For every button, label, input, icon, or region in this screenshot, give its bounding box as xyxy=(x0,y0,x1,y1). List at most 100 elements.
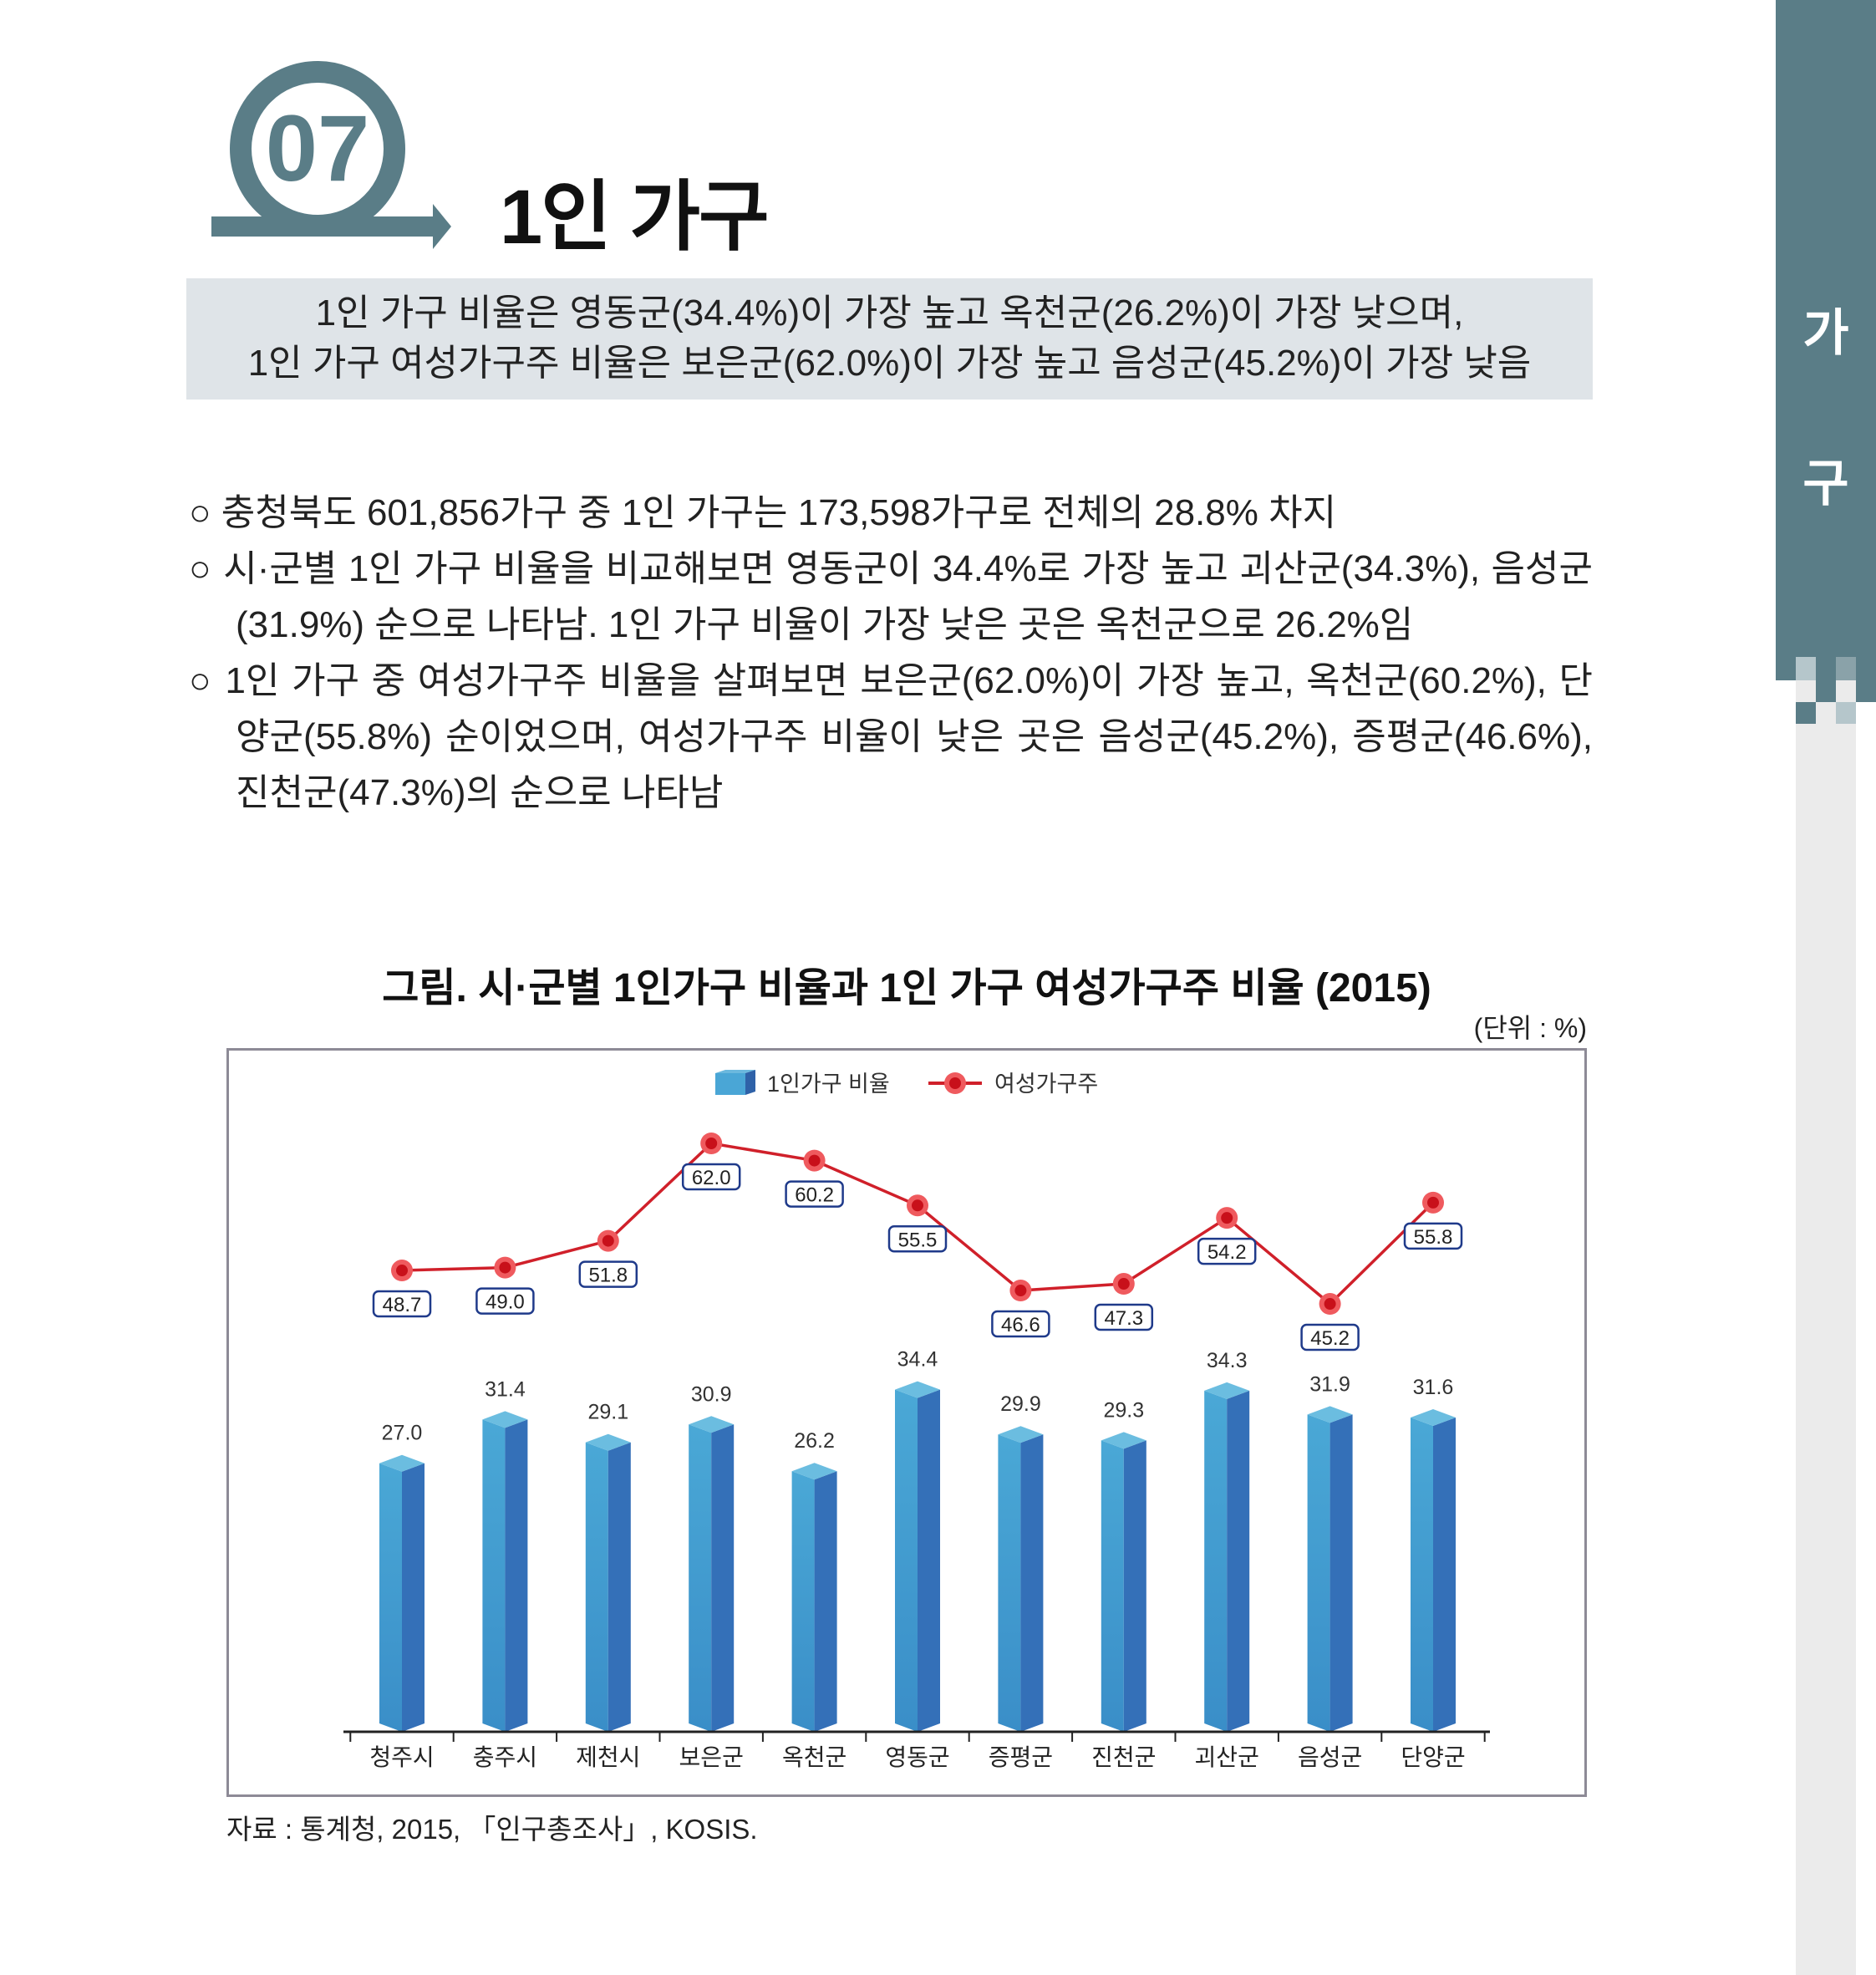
bar-side xyxy=(402,1463,425,1732)
legend-label: 1인가구 비율 xyxy=(767,1071,890,1097)
bar: 34.3 xyxy=(1204,1349,1250,1732)
line-point-core xyxy=(808,1154,821,1167)
x-tick-label: 괴산군 xyxy=(1195,1744,1259,1770)
unit-label: (단위 : %) xyxy=(1473,1013,1587,1043)
side-tab xyxy=(1776,0,1876,680)
bar-value-label: 31.6 xyxy=(1413,1376,1454,1399)
x-tick-label: 음성군 xyxy=(1298,1744,1362,1770)
x-tick-label: 영동군 xyxy=(885,1744,949,1770)
line-value-label: 46.6 xyxy=(1001,1314,1040,1336)
bar-face xyxy=(689,1424,712,1732)
bar-face xyxy=(998,1434,1021,1732)
line-point-core xyxy=(912,1199,923,1212)
bar: 31.4 xyxy=(482,1377,528,1732)
bar-face xyxy=(791,1471,815,1732)
line-point-core xyxy=(1221,1212,1233,1224)
bar-value-label: 30.9 xyxy=(691,1382,732,1406)
bar-face xyxy=(1411,1417,1433,1732)
bar: 26.2 xyxy=(791,1429,837,1732)
line-label-box xyxy=(991,1310,1050,1338)
bar-face xyxy=(585,1442,608,1732)
line-label-box xyxy=(372,1290,432,1318)
chart-frame xyxy=(226,1048,1587,1797)
line-value-label: 60.2 xyxy=(795,1184,834,1207)
bar-side xyxy=(711,1424,735,1732)
line-value-label: 51.8 xyxy=(588,1265,628,1287)
bar-face xyxy=(1204,1390,1228,1732)
bar: 27.0 xyxy=(379,1422,425,1732)
line-label-box xyxy=(1403,1222,1463,1250)
bar-top xyxy=(482,1411,528,1428)
x-tick-label: 진천군 xyxy=(1091,1744,1156,1770)
bar-top xyxy=(1411,1408,1456,1426)
line-point-core xyxy=(1324,1298,1336,1311)
bar-top xyxy=(998,1426,1044,1443)
mosaic-tile xyxy=(1856,680,1876,702)
line-point-core xyxy=(1117,1278,1130,1290)
bar-side xyxy=(1227,1390,1250,1732)
bar: 29.9 xyxy=(998,1392,1044,1732)
bar-value-label: 29.1 xyxy=(587,1401,628,1424)
line-label-box xyxy=(1197,1237,1257,1265)
bar: 34.4 xyxy=(895,1348,940,1732)
line-value-label: 48.7 xyxy=(383,1294,422,1316)
line-label-box xyxy=(887,1225,948,1253)
summary-line: 1인 가구 비율은 영동군(34.4%)이 가장 높고 옥천군(26.2%)이 … xyxy=(315,293,1464,333)
mosaic-tile xyxy=(1816,680,1836,702)
line-label-box xyxy=(681,1163,741,1191)
bar: 29.1 xyxy=(585,1401,631,1732)
line-value-label: 45.2 xyxy=(1310,1327,1350,1350)
bar-side xyxy=(1123,1440,1146,1732)
bar-side xyxy=(1020,1434,1044,1732)
side-tab-char: 가 xyxy=(1802,305,1849,361)
line-value-label: 55.8 xyxy=(1414,1226,1453,1249)
side-strip xyxy=(1796,680,1856,1975)
summary-box: 1인 가구 비율은 영동군(34.4%)이 가장 높고 옥천군(26.2%)이 … xyxy=(186,278,1593,400)
bar-face xyxy=(895,1389,918,1732)
x-tick-label: 충주시 xyxy=(473,1744,537,1770)
x-tick-label: 증평군 xyxy=(989,1744,1053,1770)
bar-value-label: 27.0 xyxy=(382,1422,423,1445)
line-point-core xyxy=(396,1265,408,1277)
x-tick-label: 옥천군 xyxy=(782,1744,846,1770)
bar: 30.9 xyxy=(689,1382,735,1732)
bar-top xyxy=(1204,1382,1250,1399)
bar-value-label: 31.4 xyxy=(485,1377,526,1401)
bar-top xyxy=(689,1416,735,1433)
section-number: 07 xyxy=(266,96,370,201)
bullet-item: ○ 시·군별 1인 가구 비율을 비교해보면 영동군이 34.4%로 가장 높고… xyxy=(189,548,1593,645)
bar-top xyxy=(585,1433,631,1451)
bar: 31.6 xyxy=(1411,1376,1456,1732)
mosaic-tile xyxy=(1836,702,1856,724)
bar-side xyxy=(608,1442,631,1732)
bar: 31.9 xyxy=(1307,1372,1353,1732)
source-note: 자료 : 통계청, 2015, 「인구총조사」, KOSIS. xyxy=(226,1814,758,1845)
bar-face xyxy=(1101,1440,1124,1732)
line-value-label: 55.5 xyxy=(898,1229,938,1251)
line-point-core xyxy=(1014,1285,1027,1297)
bar-side xyxy=(1433,1417,1456,1732)
bar-side xyxy=(505,1419,528,1732)
mosaic-tile xyxy=(1796,657,1816,680)
bar-value-label: 29.3 xyxy=(1103,1398,1144,1422)
bar-value-label: 31.9 xyxy=(1309,1372,1350,1396)
line-label-box xyxy=(1094,1303,1154,1331)
line-label-box xyxy=(785,1180,844,1208)
bar-value-label: 34.4 xyxy=(897,1348,938,1372)
legend-label: 여성가구주 xyxy=(994,1071,1098,1097)
line-value-label: 49.0 xyxy=(486,1291,525,1314)
line-point-core xyxy=(499,1261,511,1274)
bar-face xyxy=(379,1463,402,1732)
bar-value-label: 26.2 xyxy=(794,1429,835,1453)
line-value-label: 54.2 xyxy=(1207,1241,1247,1264)
bar-face xyxy=(482,1419,506,1732)
line-point-core xyxy=(705,1138,718,1149)
line-value-label: 47.3 xyxy=(1104,1307,1143,1330)
bar-side xyxy=(814,1471,837,1732)
bullet-list: ○ 충청북도 601,856가구 중 1인 가구는 173,598가구로 전체의… xyxy=(189,485,1593,821)
bar-side xyxy=(1329,1414,1353,1732)
section-number-logo: 07 xyxy=(211,61,451,249)
line-series xyxy=(401,1142,1435,1306)
line-point-core xyxy=(602,1234,614,1247)
